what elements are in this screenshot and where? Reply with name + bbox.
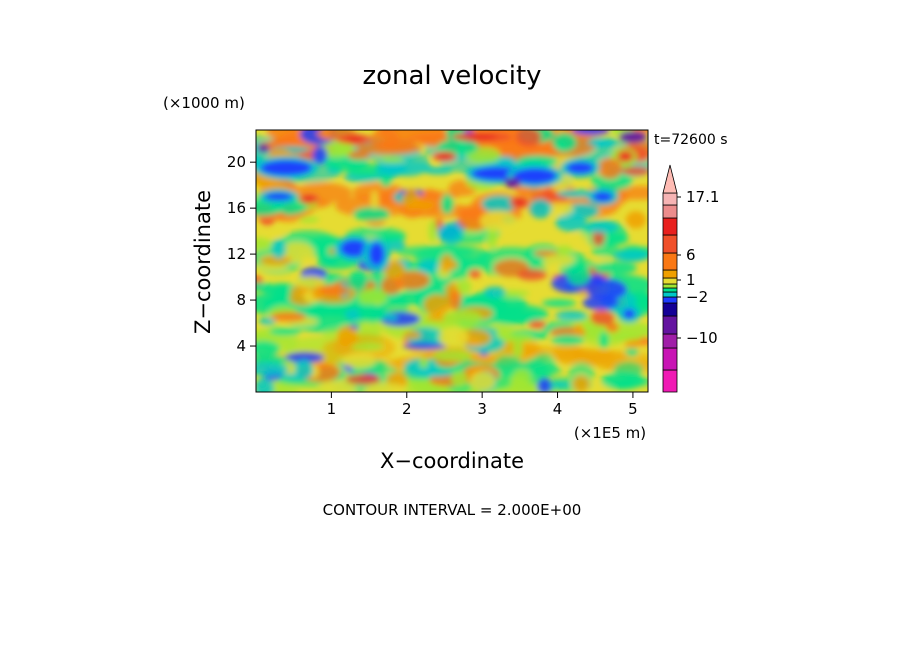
colorbar: 17.1 6 1−2 −10 (662, 164, 719, 393)
y-tick-label: 20 (227, 153, 246, 171)
x-tick-label: 1 (327, 400, 337, 418)
y-tick-label: 16 (227, 199, 246, 217)
colorbar-level (662, 347, 678, 371)
x-axis: 1 2 3 4 5 (327, 392, 638, 418)
y-tick-label: 12 (227, 245, 246, 263)
velocity-field (256, 130, 648, 392)
y-axis-label: Z−coordinate (191, 190, 215, 334)
plot-frame (255, 129, 649, 393)
colorbar-level (662, 283, 678, 289)
colorbar-level (662, 204, 678, 219)
y-tick-label: 4 (236, 337, 246, 355)
colorbar-level (662, 302, 678, 317)
colorbar-level (662, 291, 678, 298)
x-tick-label: 4 (553, 400, 563, 418)
y-scale-label: (×1000 m) (163, 94, 245, 112)
colorbar-level (662, 269, 678, 279)
colorbar-level (662, 333, 678, 349)
y-tick-label: 8 (236, 291, 246, 309)
colorbar-label: −2 (686, 288, 708, 306)
field-blobs (256, 130, 648, 392)
time-label: t=72600 s (654, 132, 728, 148)
contour-interval-label: CONTOUR INTERVAL = 2.000E+00 (323, 501, 582, 519)
chart-title: zonal velocity (362, 61, 541, 91)
colorbar-label: 6 (686, 246, 696, 264)
colorbar-level (662, 315, 678, 335)
y-axis: 4 8 12 16 20 (227, 153, 256, 355)
colorbar-level (662, 296, 678, 304)
colorbar-extend-arrow (662, 164, 678, 194)
x-tick-label: 3 (477, 400, 487, 418)
colorbar-level (662, 234, 678, 254)
colorbar-label: −10 (686, 329, 718, 347)
colorbar-level (662, 217, 678, 236)
x-tick-label: 5 (628, 400, 638, 418)
x-axis-label: X−coordinate (380, 449, 524, 473)
colorbar-label: 17.1 (686, 188, 719, 206)
colorbar-level (662, 252, 678, 271)
colorbar-level (662, 369, 678, 393)
x-scale-label: (×1E5 m) (574, 424, 646, 442)
colorbar-label: 1 (686, 271, 696, 289)
colorbar-level (662, 277, 678, 285)
colorbar-level (662, 287, 678, 293)
colorbar-level (662, 192, 678, 206)
x-tick-label: 2 (402, 400, 412, 418)
